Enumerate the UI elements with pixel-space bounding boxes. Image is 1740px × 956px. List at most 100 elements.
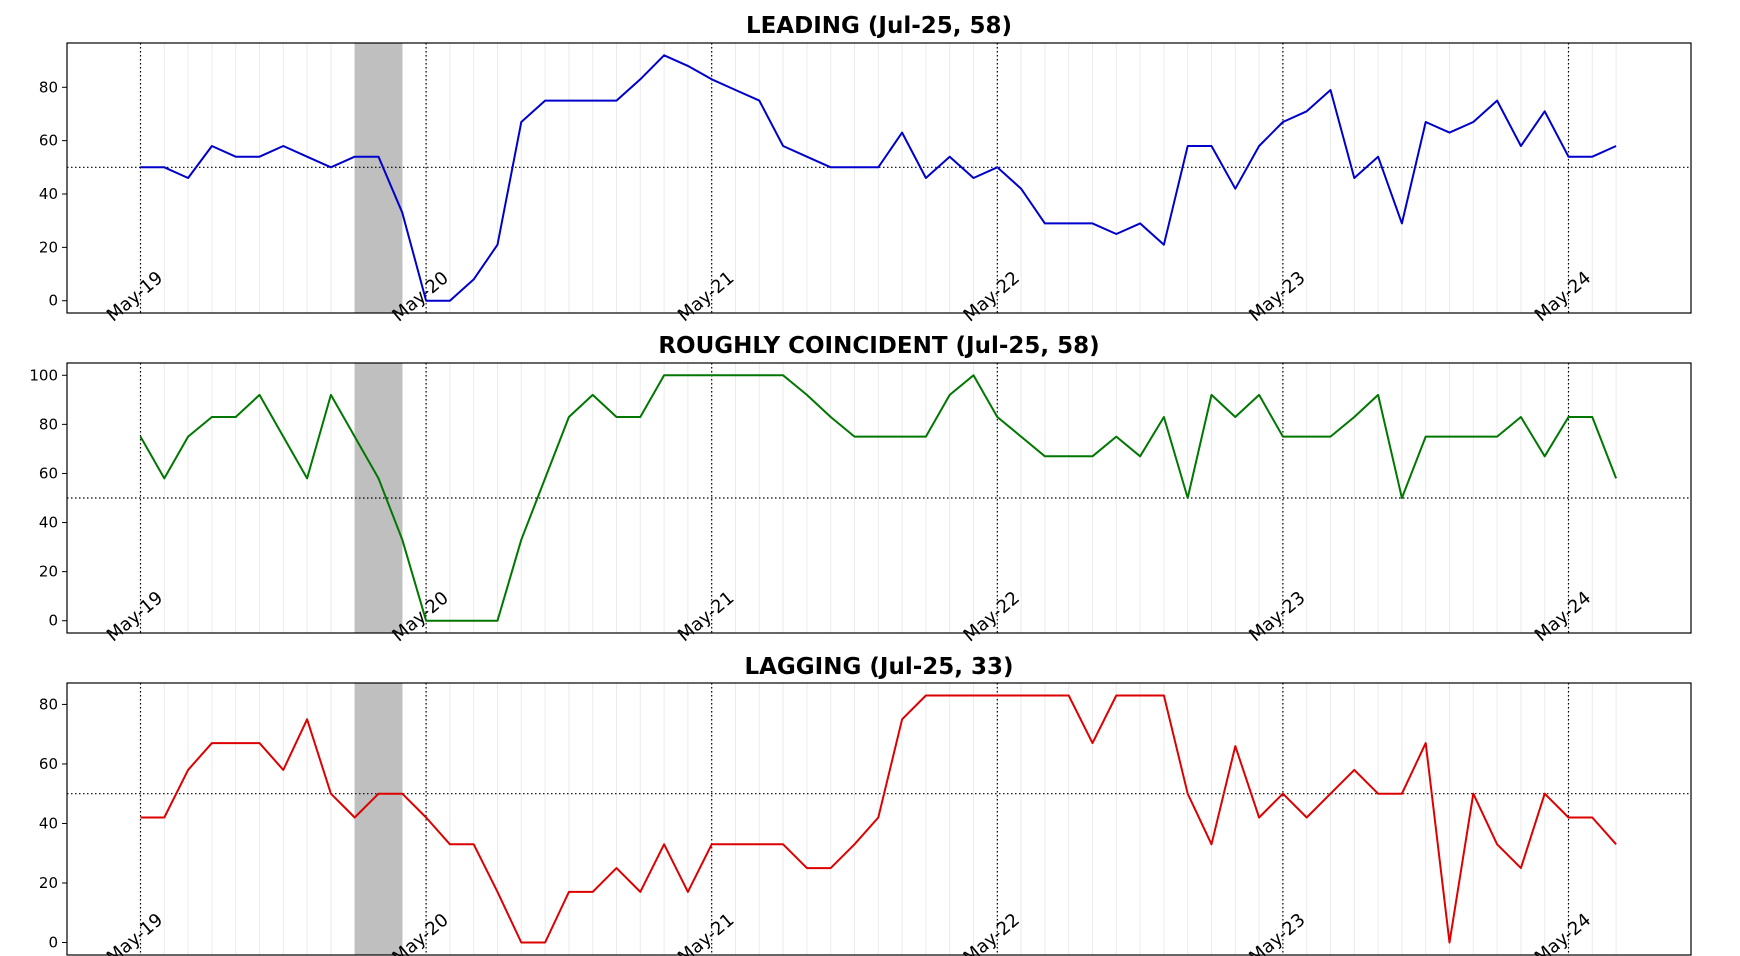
data-point [1330, 793, 1332, 795]
recession-band [354, 43, 403, 313]
data-point [854, 166, 856, 168]
data-point [1258, 394, 1260, 396]
data-point [1496, 436, 1498, 438]
y-tick-label: 40 [39, 814, 58, 832]
data-point [354, 817, 356, 819]
data-point [735, 89, 737, 91]
data-point [1211, 145, 1213, 147]
data-point [140, 166, 142, 168]
data-point [330, 166, 332, 168]
data-point [1115, 233, 1117, 235]
data-point [1092, 742, 1094, 744]
data-point [1306, 436, 1308, 438]
data-point [1449, 132, 1451, 134]
data-point [925, 694, 927, 696]
data-point [711, 843, 713, 845]
data-point [1306, 110, 1308, 112]
data-point [306, 156, 308, 158]
series-line [139, 374, 1618, 622]
data-point [1187, 145, 1189, 147]
data-point [1472, 121, 1474, 123]
data-point [1377, 156, 1379, 158]
data-point [1044, 455, 1046, 457]
data-point [449, 843, 451, 845]
data-point [1496, 843, 1498, 845]
data-point [211, 145, 213, 147]
data-point [1544, 455, 1546, 457]
data-point [782, 145, 784, 147]
data-point [1211, 843, 1213, 845]
data-point [592, 891, 594, 893]
data-point [616, 416, 618, 418]
data-point [711, 78, 713, 80]
data-point [925, 177, 927, 179]
data-point [425, 817, 427, 819]
data-point [473, 620, 475, 622]
series-line [140, 694, 1617, 944]
data-point [639, 891, 641, 893]
data-point [1139, 694, 1141, 696]
data-point [1615, 477, 1617, 479]
data-point [354, 436, 356, 438]
data-point [806, 156, 808, 158]
data-point [330, 793, 332, 795]
data-point [330, 394, 332, 396]
data-point [544, 477, 546, 479]
data-point [1115, 436, 1117, 438]
data-point [568, 416, 570, 418]
chart-panel-2: LAGGING (Jul-25, 33)May-19 May-20 May-21 Ma… [39, 654, 1692, 956]
data-point [1401, 793, 1403, 795]
data-point [901, 132, 903, 134]
data-point [949, 156, 951, 158]
data-point [1568, 156, 1570, 158]
series-line [140, 54, 1617, 302]
data-point [449, 300, 451, 302]
data-point [1377, 394, 1379, 396]
data-point [306, 718, 308, 720]
data-point [1163, 416, 1165, 418]
data-point [187, 177, 189, 179]
data-point [1353, 416, 1355, 418]
data-point [1568, 817, 1570, 819]
data-point [140, 436, 142, 438]
data-point [1092, 222, 1094, 224]
data-point [687, 374, 689, 376]
data-point [425, 300, 427, 302]
y-tick-label: 80 [39, 78, 58, 96]
data-point [1520, 145, 1522, 147]
data-point [401, 539, 403, 541]
data-point [735, 374, 737, 376]
data-point [1591, 156, 1593, 158]
data-point [1211, 394, 1213, 396]
data-point [449, 620, 451, 622]
data-point [1425, 121, 1427, 123]
data-point [235, 416, 237, 418]
data-point [901, 718, 903, 720]
data-point [473, 278, 475, 280]
data-point [259, 742, 261, 744]
data-point [782, 843, 784, 845]
data-point [1496, 100, 1498, 102]
y-tick-label: 40 [39, 185, 58, 203]
data-point [1330, 436, 1332, 438]
data-point [830, 867, 832, 869]
year-label: May-24 [1531, 909, 1595, 956]
year-label: May-23 [1245, 587, 1309, 646]
data-point [1187, 497, 1189, 499]
data-point [1449, 942, 1451, 944]
chart-panel-0: LEADING (Jul-25, 58)May-19 May-20 May-21 Ma… [39, 13, 1692, 326]
data-point [663, 843, 665, 845]
data-point [616, 867, 618, 869]
data-point [901, 436, 903, 438]
data-point [163, 166, 165, 168]
data-point [1330, 89, 1332, 91]
data-point [1306, 817, 1308, 819]
data-point [1591, 817, 1593, 819]
data-point [687, 65, 689, 67]
data-point [806, 867, 808, 869]
y-tick-label: 0 [48, 292, 58, 310]
data-point [1068, 222, 1070, 224]
data-point [1092, 455, 1094, 457]
y-tick-label: 100 [29, 366, 58, 384]
chart-title: LEADING (Jul-25, 58) [746, 13, 1012, 39]
